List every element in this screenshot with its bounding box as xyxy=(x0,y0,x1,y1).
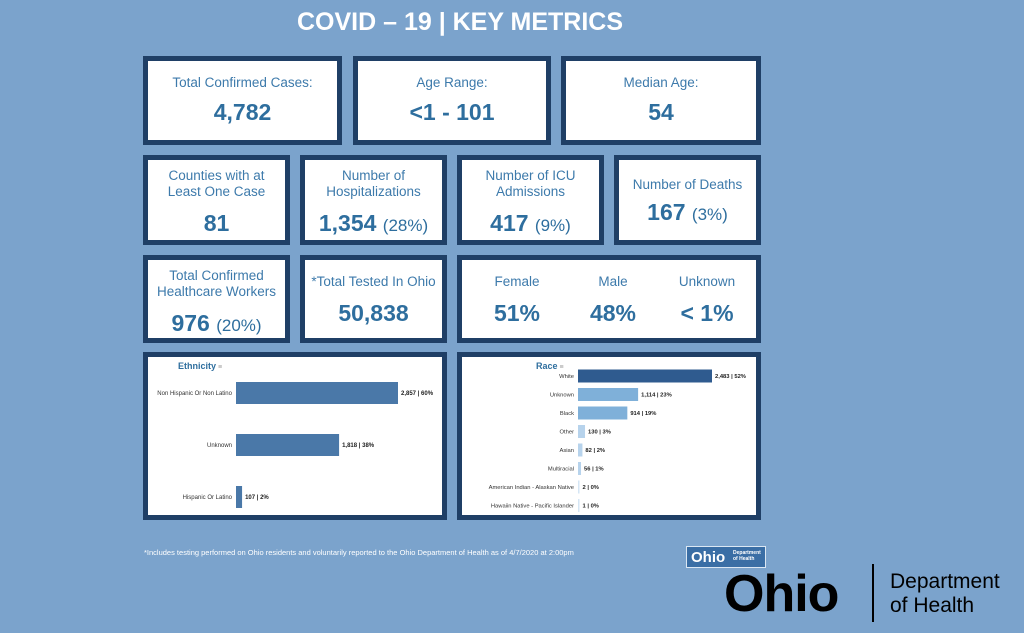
race-chart: White 2,483 | 52% Unknown 1,114 | 23% Black 9… xyxy=(489,369,746,512)
data-label: 2 | 0% xyxy=(583,485,599,491)
small-logo-ohio: Ohio xyxy=(691,549,726,566)
icu-card: Number of ICU Admissions 417 (9%) xyxy=(457,155,604,245)
ethnicity-title-text: Ethnicity xyxy=(178,361,217,371)
footnote: *Includes testing performed on Ohio resi… xyxy=(144,548,574,557)
race-chart-card: Race ≡ White 2,483 | 52% Unknown 1,114 | 23%… xyxy=(457,352,761,520)
age-range-card: Age Range: <1 - 101 xyxy=(353,56,551,145)
data-label: 1,114 | 23% xyxy=(641,393,672,399)
healthcare-workers-value: 976 xyxy=(171,310,210,336)
data-label: 2,857 | 60% xyxy=(401,391,434,397)
deaths-label: Number of Deaths xyxy=(632,177,743,192)
category-label: Unknown xyxy=(550,393,574,399)
category-label: Unknown xyxy=(207,443,232,449)
unknown-sex-value: < 1% xyxy=(680,300,734,326)
healthcare-workers-card: Total Confirmed Healthcare Workers 976 (… xyxy=(143,255,290,343)
deaths-pct: (3%) xyxy=(691,205,728,224)
male-stat: Male 48% xyxy=(568,274,658,327)
filter-icon[interactable]: ≡ xyxy=(559,364,564,371)
category-label: Hawaiin Native - Pacific Islander xyxy=(491,504,574,510)
female-value: 51% xyxy=(493,300,541,326)
category-label: Other xyxy=(560,430,575,436)
bar xyxy=(578,443,583,457)
small-logo-dept: Department of Health xyxy=(733,550,761,562)
total-tested-label: *Total Tested In Ohio xyxy=(311,274,436,289)
data-label: 82 | 2% xyxy=(585,448,605,454)
male-label: Male xyxy=(598,274,628,289)
data-label: 2,483 | 52% xyxy=(715,374,746,380)
data-label: 1 | 0% xyxy=(583,504,599,510)
data-label: 130 | 3% xyxy=(588,430,611,436)
healthcare-workers-label: Total Confirmed Healthcare Workers xyxy=(156,268,277,299)
bar xyxy=(578,425,586,438)
bar xyxy=(578,462,582,475)
category-label: Multiracial xyxy=(548,467,574,473)
ohio-dept-health-logo: Ohio Department of Health xyxy=(724,562,1024,626)
category-label: Non Hispanic Or Non Latino xyxy=(157,391,232,397)
data-label: 107 | 2% xyxy=(245,495,269,501)
bar xyxy=(236,434,340,456)
total-tested-value: 50,838 xyxy=(338,300,409,326)
logo-dept-line2: of Health xyxy=(890,594,975,617)
female-label: Female xyxy=(494,274,540,289)
icu-pct: (9%) xyxy=(534,216,571,235)
sex-breakdown-card: Female 51% Male 48% Unknown < 1% xyxy=(457,255,761,343)
race-title-text: Race xyxy=(536,361,558,371)
ethnicity-chart-title: Ethnicity ≡ xyxy=(178,361,222,371)
median-age-card: Median Age: 54 xyxy=(561,56,761,145)
logo-divider xyxy=(872,564,874,622)
icu-label: Number of ICU Admissions xyxy=(485,168,576,199)
category-label: Hispanic Or Latino xyxy=(183,495,233,501)
hospitalizations-label: Number of Hospitalizations xyxy=(326,168,421,199)
deaths-card: Number of Deaths 167 (3%) xyxy=(614,155,761,245)
logo-ohio-wordmark: Ohio xyxy=(724,565,839,623)
total-cases-label: Total Confirmed Cases: xyxy=(172,75,313,90)
data-label: 56 | 1% xyxy=(584,467,604,473)
hospitalizations-value: 1,354 xyxy=(318,210,377,236)
data-label: 1,818 | 38% xyxy=(342,443,375,449)
bar xyxy=(236,486,243,508)
ohio-dept-health-small-logo: Ohio Department of Health xyxy=(686,546,766,568)
ethnicity-chart: Non Hispanic Or Non Latino 2,857 | 60% Unk… xyxy=(157,382,434,508)
category-label: American Indian - Alaskan Native xyxy=(489,485,574,491)
median-age-label: Median Age: xyxy=(623,75,699,90)
page-title: COVID – 19 | KEY METRICS xyxy=(296,8,624,36)
bar xyxy=(236,382,398,404)
category-label: Asian xyxy=(559,448,574,454)
logo-department-text: Department of Health xyxy=(890,570,1000,618)
total-tested-card: *Total Tested In Ohio 50,838 xyxy=(300,255,447,343)
counties-label: Counties with at Least One Case xyxy=(167,168,266,199)
hospitalizations-card: Number of Hospitalizations 1,354 (28%) xyxy=(300,155,447,245)
filter-icon[interactable]: ≡ xyxy=(218,364,223,371)
icu-value: 417 xyxy=(490,210,529,236)
bar xyxy=(578,388,639,401)
deaths-value: 167 xyxy=(647,199,686,225)
unknown-sex-label: Unknown xyxy=(678,274,736,289)
hospitalizations-pct: (28%) xyxy=(382,216,429,235)
ethnicity-chart-card: Ethnicity ≡ Non Hispanic Or Non Latino 2,8… xyxy=(143,352,447,520)
counties-card: Counties with at Least One Case 81 xyxy=(143,155,290,245)
male-value: 48% xyxy=(589,300,637,326)
unknown-sex-stat: Unknown < 1% xyxy=(662,274,752,327)
median-age-value: 54 xyxy=(648,99,674,125)
counties-value: 81 xyxy=(203,210,230,236)
bar xyxy=(578,369,712,383)
bar xyxy=(578,406,628,420)
age-range-label: Age Range: xyxy=(416,75,488,90)
total-cases-card: Total Confirmed Cases: 4,782 xyxy=(143,56,342,145)
bar xyxy=(578,480,580,494)
data-label: 914 | 19% xyxy=(630,411,656,417)
category-label: Black xyxy=(560,411,574,417)
category-label: White xyxy=(559,374,574,380)
female-stat: Female 51% xyxy=(472,274,562,327)
race-chart-title: Race ≡ xyxy=(536,361,564,371)
total-cases-value: 4,782 xyxy=(213,99,272,125)
logo-dept-line1: Department xyxy=(890,570,1000,593)
age-range-value: <1 - 101 xyxy=(409,99,495,125)
bar xyxy=(578,499,580,512)
healthcare-workers-pct: (20%) xyxy=(216,316,262,335)
